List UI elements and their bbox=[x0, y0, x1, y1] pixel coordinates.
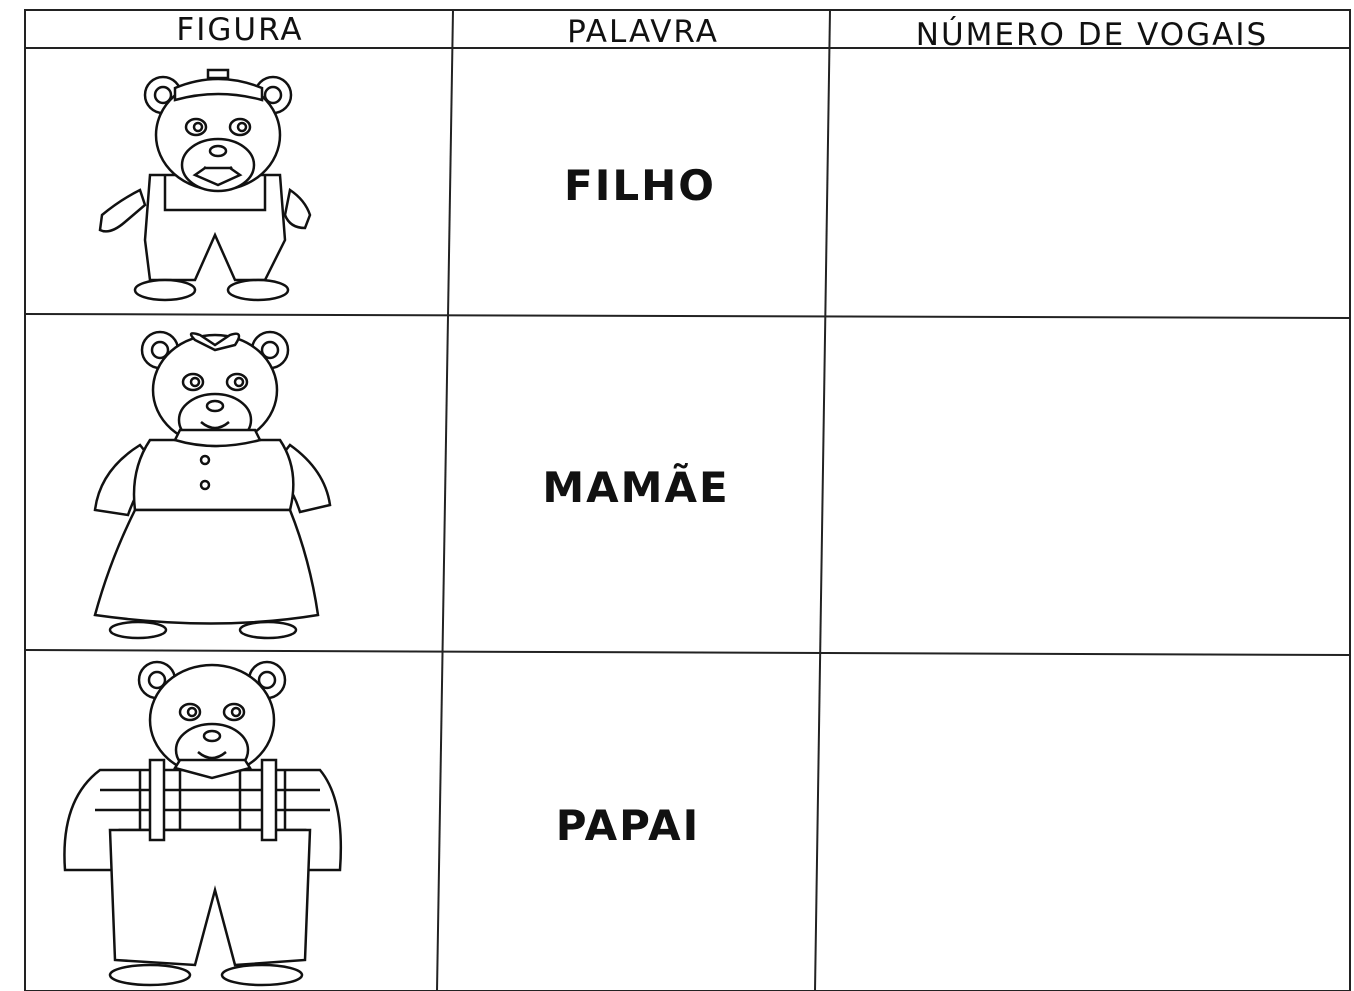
bear-mother-illustration bbox=[93, 330, 332, 640]
header-cell: PALAVRA bbox=[567, 14, 719, 50]
word: PAPAI bbox=[556, 801, 701, 850]
table-grid bbox=[24, 9, 1351, 991]
bear-son-illustration bbox=[98, 68, 312, 302]
header-cell: NÚMERO DE VOGAIS bbox=[916, 16, 1268, 53]
bear-father-illustration bbox=[63, 660, 343, 987]
word: FILHO bbox=[564, 161, 716, 210]
word: MAMÃE bbox=[542, 462, 729, 512]
header-cell: FIGURA bbox=[176, 12, 303, 48]
